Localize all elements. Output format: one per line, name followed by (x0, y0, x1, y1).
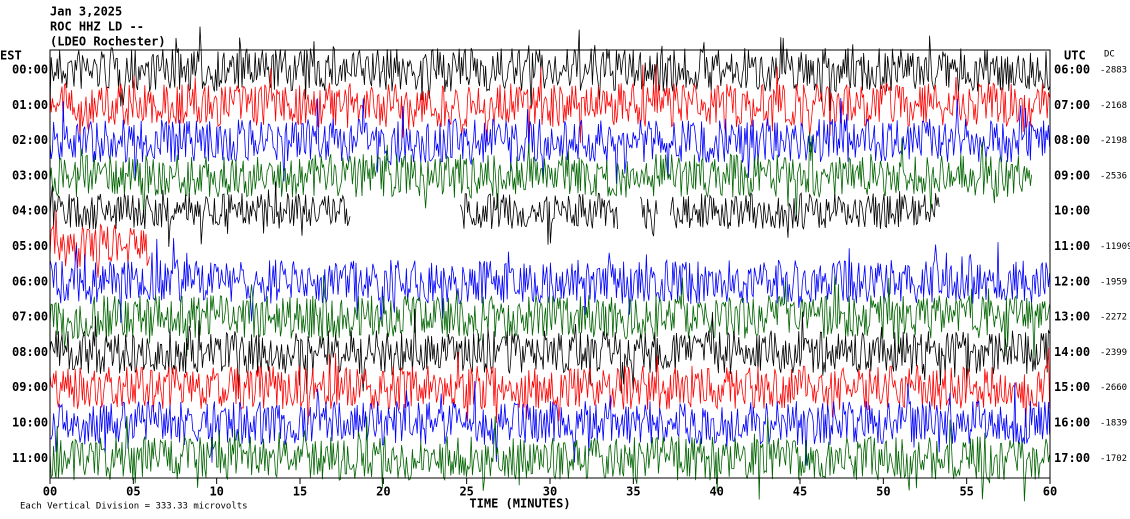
title-line: (LDEO Rochester) (50, 35, 166, 49)
trace (49, 181, 351, 247)
dc-label: -2536 (1100, 171, 1127, 181)
dc-label: -2660 (1100, 383, 1127, 393)
x-tick-label: 15 (293, 485, 307, 499)
dc-label: -1959 (1100, 277, 1127, 287)
right-tick-label: 10:00 (1054, 204, 1090, 218)
right-tick-label: 07:00 (1054, 98, 1090, 112)
trace (49, 308, 1050, 395)
y-tick-label: 06:00 (12, 274, 48, 288)
trace (460, 192, 618, 245)
dc-label: -2399 (1100, 348, 1127, 358)
title-line: Jan 3,2025 (50, 5, 122, 19)
trace (49, 238, 1050, 323)
dc-label: -1190978 (1100, 242, 1130, 252)
footer: Each Vertical Division = 333.33 microvol… (20, 502, 248, 512)
x-tick-label: 00 (43, 485, 57, 499)
dc-label: -2272 (1100, 313, 1127, 323)
right-tick-label: 17:00 (1054, 451, 1090, 465)
x-tick-label: 60 (1043, 485, 1057, 499)
trace (49, 275, 1050, 361)
right-tick-label: 09:00 (1054, 168, 1090, 182)
x-tick-label: 55 (959, 485, 973, 499)
right-tick-label: 12:00 (1054, 274, 1090, 288)
x-tick-label: 50 (876, 485, 890, 499)
right-tick-label: 11:00 (1054, 239, 1090, 253)
trace (49, 64, 1050, 144)
y-tick-label: 00:00 (12, 63, 48, 77)
right-tick-label: 16:00 (1054, 416, 1090, 430)
dc-label: -2168 (1100, 101, 1127, 111)
plot-frame (49, 49, 1051, 479)
dc-label: -1839 (1100, 419, 1127, 429)
y-tick-label: 09:00 (12, 380, 48, 394)
y-tick-label: 02:00 (12, 133, 48, 147)
y-tick-label: 10:00 (12, 416, 48, 430)
right-tick-label: 14:00 (1054, 345, 1090, 359)
x-tick-label: 20 (376, 485, 390, 499)
y-tick-label: 04:00 (12, 204, 48, 218)
x-tick-label: 35 (626, 485, 640, 499)
left-axis-title: EST (0, 49, 22, 63)
right-tick-label: 13:00 (1054, 310, 1090, 324)
dc-label: -2198 (1100, 136, 1127, 146)
x-tick-label: 45 (793, 485, 807, 499)
trace (49, 97, 1050, 184)
trace (49, 26, 1050, 112)
right-tick-label: 08:00 (1054, 133, 1090, 147)
trace (640, 196, 658, 237)
x-axis-title: TIME (MINUTES) (469, 497, 570, 511)
title-line: ROC HHZ LD -- (50, 20, 144, 34)
y-tick-label: 01:00 (12, 98, 48, 112)
trace (49, 210, 150, 278)
y-tick-label: 03:00 (12, 168, 48, 182)
x-tick-label: 05 (126, 485, 140, 499)
y-tick-label: 05:00 (12, 239, 48, 253)
trace (49, 347, 1050, 428)
right-tick-label: 06:00 (1054, 63, 1090, 77)
dc-label: -1702 (1100, 454, 1127, 464)
x-tick-label: 40 (709, 485, 723, 499)
trace (49, 132, 1032, 219)
trace (49, 415, 1050, 502)
y-tick-label: 11:00 (12, 451, 48, 465)
right-axis-title: UTC (1064, 49, 1086, 63)
trace (670, 191, 940, 238)
trace (49, 380, 1050, 466)
y-tick-label: 08:00 (12, 345, 48, 359)
dc-title: DC (1104, 50, 1115, 60)
dc-label: -2883 (1100, 66, 1127, 76)
y-tick-label: 07:00 (12, 310, 48, 324)
x-tick-label: 25 (459, 485, 473, 499)
x-tick-label: 10 (209, 485, 223, 499)
x-tick-label: 30 (543, 485, 557, 499)
right-tick-label: 15:00 (1054, 380, 1090, 394)
